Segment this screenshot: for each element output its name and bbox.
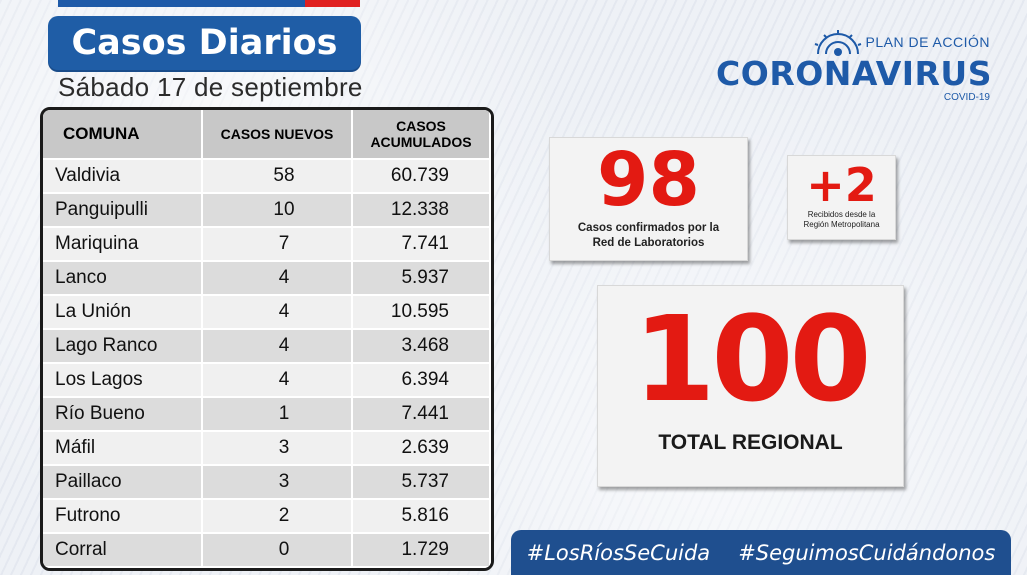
cell-comuna: Valdivia	[43, 159, 203, 194]
rm-cases-card: +2 Recibidos desde la Región Metropolita…	[787, 155, 896, 240]
header-casos-acumulados: CASOS ACUMULADOS	[352, 110, 491, 160]
lab-cases-label: Casos confirmados por la Red de Laborato…	[577, 222, 720, 249]
cell-acumulados: 7.741	[352, 227, 491, 262]
sun-emblem-icon	[814, 30, 862, 56]
cell-comuna: Máfil	[43, 431, 203, 466]
table-row: Corral 0 1.729	[43, 533, 491, 568]
table-row: Máfil 3 2.639	[43, 431, 491, 466]
cell-acumulados: 5.737	[352, 465, 491, 500]
total-regional-count: 100	[633, 290, 871, 428]
hashtag-seguimos: #SeguimosCuidándonos	[738, 540, 996, 565]
cell-nuevos: 0	[202, 533, 353, 568]
cell-nuevos: 3	[202, 465, 353, 500]
logo-covid-text: COVID-19	[943, 92, 990, 103]
table-row: Lago Ranco 4 3.468	[43, 329, 491, 364]
cell-nuevos: 10	[202, 193, 353, 228]
top-bar-red	[305, 0, 360, 7]
cases-table: COMUNA CASOS NUEVOS CASOS ACUMULADOS Val…	[40, 107, 494, 571]
table-header-row: COMUNA CASOS NUEVOS CASOS ACUMULADOS	[43, 110, 491, 160]
table-row: Mariquina 7 7.741	[43, 227, 491, 262]
rm-cases-count: +2	[806, 158, 877, 212]
header-casos-nuevos: CASOS NUEVOS	[202, 110, 353, 160]
cell-nuevos: 4	[202, 329, 353, 364]
cell-acumulados: 1.729	[352, 533, 491, 568]
cell-nuevos: 58	[202, 159, 353, 194]
table-row: Los Lagos 4 6.394	[43, 363, 491, 398]
cell-nuevos: 3	[202, 431, 353, 466]
cell-acumulados: 3.468	[352, 329, 491, 364]
hashtag-banner: #LosRíosSeCuida #SeguimosCuidándonos	[511, 530, 1011, 575]
cell-nuevos: 7	[202, 227, 353, 262]
table-row: Valdivia 58 60.739	[43, 159, 491, 194]
hashtag-los-rios: #LosRíosSeCuida	[526, 540, 711, 565]
cell-comuna: Los Lagos	[43, 363, 203, 398]
cell-comuna: Mariquina	[43, 227, 203, 262]
lab-cases-count: 98	[597, 137, 700, 223]
cell-comuna: Lago Ranco	[43, 329, 203, 364]
cell-comuna: Paillaco	[43, 465, 203, 500]
cell-comuna: Río Bueno	[43, 397, 203, 432]
cell-nuevos: 4	[202, 363, 353, 398]
rm-cases-label: Recibidos desde la Región Metropolitana	[803, 210, 880, 229]
cell-acumulados: 2.639	[352, 431, 491, 466]
top-bar-blue	[58, 0, 305, 7]
page-title: Casos Diarios	[48, 16, 361, 70]
table-row: La Unión 4 10.595	[43, 295, 491, 330]
cell-comuna: Lanco	[43, 261, 203, 296]
cell-comuna: La Unión	[43, 295, 203, 330]
coronavirus-logo: PLAN DE ACCIÓN CORONAVIRUS COVID-19	[716, 28, 992, 108]
cell-nuevos: 1	[202, 397, 353, 432]
total-regional-label: TOTAL REGIONAL	[658, 431, 843, 454]
cell-acumulados: 60.739	[352, 159, 491, 194]
header-comuna: COMUNA	[43, 110, 203, 160]
cell-nuevos: 4	[202, 261, 353, 296]
table-row: Paillaco 3 5.737	[43, 465, 491, 500]
top-accent-bar	[58, 0, 360, 7]
table-row: Panguipulli 10 12.338	[43, 193, 491, 228]
cell-comuna: Futrono	[43, 499, 203, 534]
cell-acumulados: 5.816	[352, 499, 491, 534]
lab-cases-card: 98 Casos confirmados por la Red de Labor…	[549, 137, 748, 261]
cell-acumulados: 5.937	[352, 261, 491, 296]
logo-coronavirus-text: CORONAVIRUS	[716, 54, 992, 93]
cell-acumulados: 12.338	[352, 193, 491, 228]
table-row: Lanco 4 5.937	[43, 261, 491, 296]
cell-acumulados: 10.595	[352, 295, 491, 330]
table-row: Río Bueno 1 7.441	[43, 397, 491, 432]
cell-comuna: Panguipulli	[43, 193, 203, 228]
cell-comuna: Corral	[43, 533, 203, 568]
cell-nuevos: 2	[202, 499, 353, 534]
cell-acumulados: 7.441	[352, 397, 491, 432]
table-row: Futrono 2 5.816	[43, 499, 491, 534]
date-label: Sábado 17 de septiembre	[58, 72, 363, 102]
cell-nuevos: 4	[202, 295, 353, 330]
total-regional-card: 100 TOTAL REGIONAL	[597, 285, 904, 487]
logo-plan-text: PLAN DE ACCIÓN	[865, 34, 990, 50]
cell-acumulados: 6.394	[352, 363, 491, 398]
